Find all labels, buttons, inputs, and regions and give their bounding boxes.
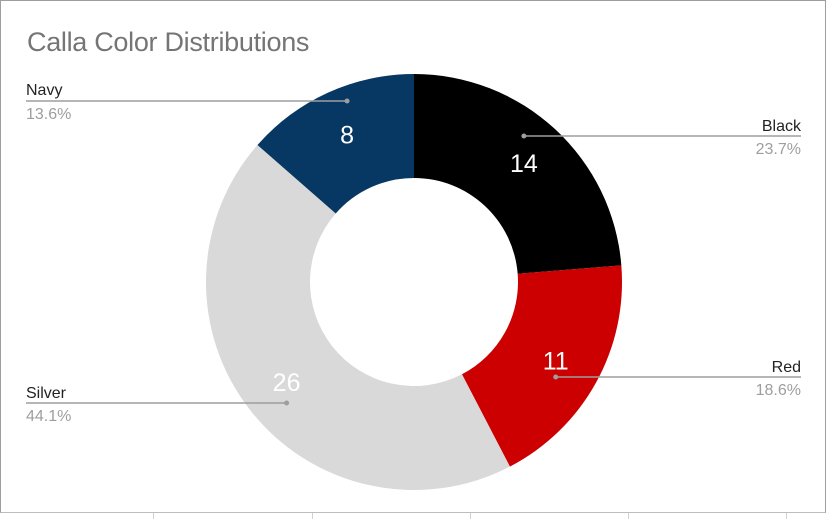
slice-silver[interactable] bbox=[206, 145, 510, 490]
value-label-red: 11 bbox=[543, 347, 569, 375]
percent-label-navy: 13.6% bbox=[26, 106, 71, 123]
leaders-layer bbox=[26, 98, 801, 406]
category-label-black: Black bbox=[762, 118, 802, 135]
leader-dot-navy bbox=[344, 98, 350, 104]
slices-layer bbox=[206, 74, 622, 490]
slice-navy[interactable] bbox=[257, 74, 414, 214]
category-label-silver: Silver bbox=[26, 385, 67, 402]
slice-black[interactable] bbox=[414, 74, 622, 274]
category-label-navy: Navy bbox=[26, 82, 62, 99]
tick-mark bbox=[786, 513, 787, 519]
value-label-navy: 8 bbox=[340, 121, 354, 149]
tick-mark bbox=[312, 513, 313, 519]
tick-mark bbox=[628, 513, 629, 519]
percent-label-black: 23.7% bbox=[756, 141, 801, 158]
value-label-silver: 26 bbox=[273, 369, 301, 397]
leader-dot-red bbox=[553, 374, 559, 380]
leader-dot-silver bbox=[284, 400, 290, 406]
tick-mark bbox=[153, 513, 154, 519]
value-label-black: 14 bbox=[510, 150, 538, 178]
chart-title: Calla Color Distributions bbox=[27, 27, 310, 57]
category-label-red: Red bbox=[772, 359, 801, 376]
leader-dot-black bbox=[521, 133, 527, 139]
labels-layer: 14 Black 23.7% 11 Red 18.6% 26 Silver 44.1% 8 Navy… bbox=[26, 82, 802, 425]
slice-red[interactable] bbox=[461, 265, 622, 467]
tick-mark bbox=[470, 513, 471, 519]
bottom-axis-ticks bbox=[0, 513, 828, 519]
percent-label-silver: 44.1% bbox=[26, 408, 71, 425]
percent-label-red: 18.6% bbox=[756, 382, 801, 399]
